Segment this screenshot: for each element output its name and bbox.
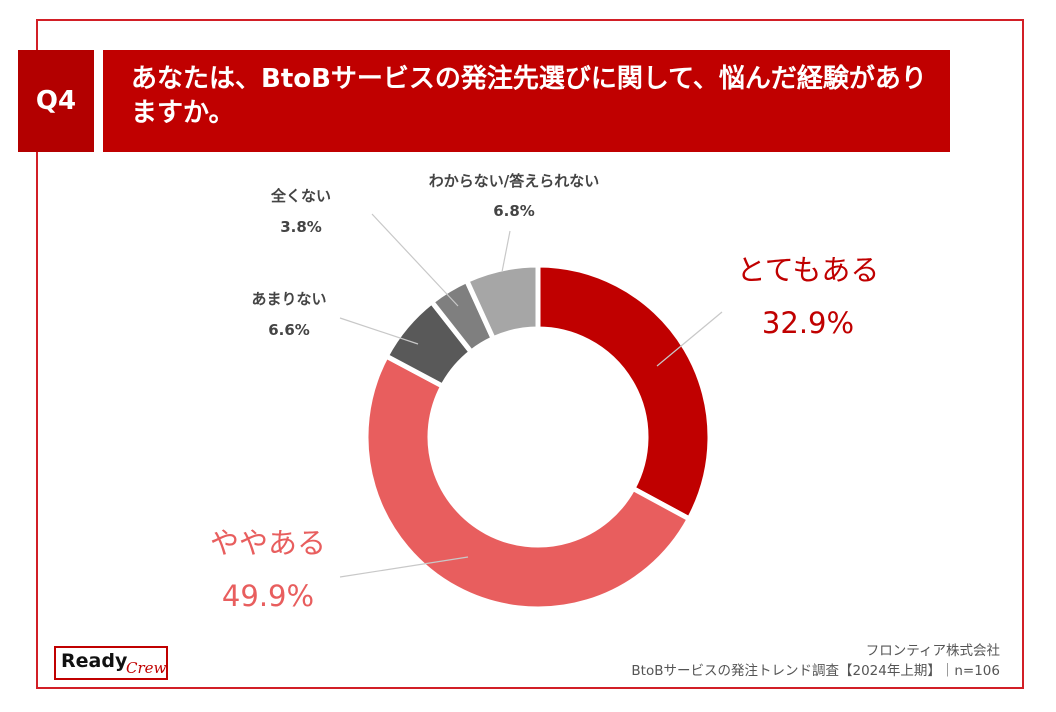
- label-category-wakaranai: わからない/答えられない: [429, 172, 599, 190]
- leader-line-totemo-aru: [656, 311, 723, 367]
- outer-frame: [36, 19, 1024, 689]
- footer-company: フロンティア株式会社: [865, 643, 1000, 659]
- label-value-mattaku-nai: 3.8%: [280, 218, 322, 236]
- label-value-totemo-aru: 32.9%: [762, 306, 854, 340]
- label-value-amari-nai: 6.6%: [268, 321, 310, 339]
- label-category-totemo-aru: とてもある: [737, 253, 880, 287]
- ready-crew-logo: Ready Crew: [54, 646, 168, 680]
- question-number: Q4: [35, 86, 77, 116]
- label-value-yaya-aru: 49.9%: [222, 579, 314, 613]
- leader-line-mattaku-nai: [371, 213, 459, 307]
- label-category-mattaku-nai: 全くない: [270, 187, 331, 205]
- label-value-wakaranai: 6.8%: [493, 202, 535, 220]
- slice-yaya-aru: [363, 352, 693, 612]
- question-text-line2: ますか。: [131, 97, 235, 128]
- leader-line-wakaranai: [501, 230, 511, 273]
- footer-survey: BtoBサービスの発注トレンド調査【2024年上期】｜n=106: [631, 662, 1000, 679]
- question-number-badge: Q4: [18, 50, 94, 152]
- question-text-line1: あなたは、BtoBサービスの発注先選びに関して、悩んだ経験があり: [131, 64, 927, 94]
- label-category-amari-nai: あまりない: [251, 290, 326, 308]
- leader-line-yaya-aru: [339, 556, 469, 578]
- leader-line-amari-nai: [339, 317, 419, 345]
- question-title: あなたは、BtoBサービスの発注先選びに関して、悩んだ経験があり ますか。: [103, 50, 950, 152]
- label-category-yaya-aru: ややある: [210, 526, 326, 560]
- slice-totemo-aru: [535, 262, 713, 523]
- logo-ready-text: Ready: [61, 650, 128, 672]
- logo-crew-text: Crew: [126, 659, 167, 677]
- footer-source: フロンティア株式会社 BtoBサービスの発注トレンド調査【2024年上期】｜n=…: [631, 642, 1000, 681]
- slice-wakaranai: [463, 262, 541, 343]
